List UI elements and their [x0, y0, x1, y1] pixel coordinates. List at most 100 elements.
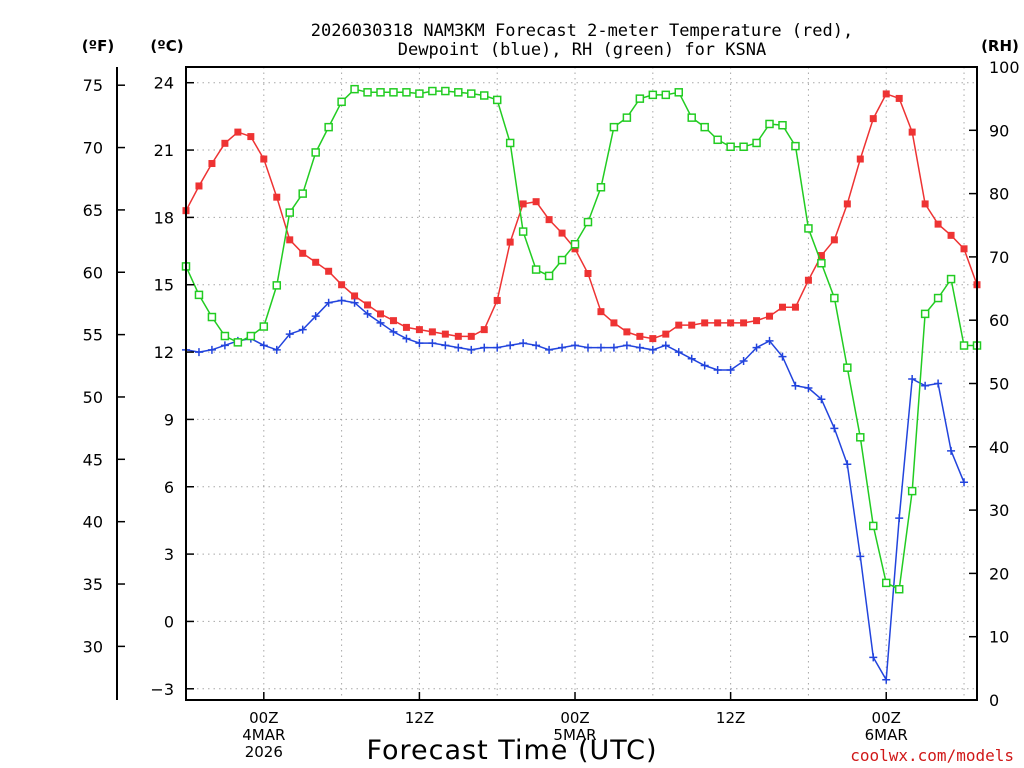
dewpoint-point [571, 341, 580, 350]
temperature-point [584, 270, 592, 278]
dewpoint-point [428, 339, 437, 348]
dewpoint-point [648, 345, 657, 354]
dewpoint-point [363, 309, 372, 318]
dewpoint-point [947, 446, 956, 455]
temperature-point [247, 133, 255, 141]
rh-point [661, 90, 671, 100]
celsius-tick-label: −3 [150, 680, 174, 699]
temperature-point [415, 326, 423, 334]
temperature-point [221, 139, 229, 147]
dewpoint-point [817, 395, 826, 404]
rh-point [544, 271, 554, 281]
dewpoint-point [830, 424, 839, 433]
rh-point [920, 309, 930, 319]
rh-point [207, 312, 217, 322]
dewpoint-point [467, 345, 476, 354]
temperature-point [389, 317, 397, 325]
temperature-point [480, 326, 488, 334]
rh-point [350, 84, 359, 94]
fahrenheit-tick-label: 55 [83, 326, 103, 345]
rh-point [285, 208, 294, 217]
dewpoint-point [700, 361, 709, 370]
temperature-point [441, 330, 449, 338]
rh-point [739, 142, 748, 152]
dewpoint-point [726, 366, 735, 375]
temperature-point [727, 319, 735, 327]
rh-point [415, 89, 424, 98]
dewpoint-point [545, 345, 554, 354]
rh-point [298, 189, 307, 198]
rh-point [583, 217, 593, 227]
rh-point [467, 89, 476, 98]
x-tick-label: 4MAR [242, 726, 285, 744]
temperature-point [532, 198, 540, 206]
temperature-point [662, 330, 670, 338]
x-tick-label: 6MAR [865, 726, 908, 744]
temperature-point [778, 303, 786, 311]
rh-point [531, 265, 541, 274]
dewpoint-point [311, 312, 320, 321]
rh-point [869, 521, 878, 531]
chart-title-line-1: 2026030318 NAM3KM Forecast 2-meter Tempe… [311, 21, 853, 41]
rh-point [946, 274, 956, 284]
temperature-point [234, 128, 242, 136]
temperature-point [701, 319, 709, 327]
dewpoint-point [765, 336, 774, 345]
temperature-point [428, 328, 436, 336]
temperature-point [843, 200, 851, 208]
rh-point [752, 138, 761, 148]
dewpoint-point [674, 348, 683, 357]
rh-point [376, 88, 385, 97]
rh-unit-label: (RH) [981, 37, 1019, 55]
rh-point [843, 363, 852, 372]
dewpoint-point [207, 345, 216, 354]
rh-point [194, 290, 204, 300]
fahrenheit-tick-label: 45 [83, 450, 103, 469]
temperature-point [688, 321, 696, 329]
celsius-tick-label: 24 [154, 74, 174, 93]
fahrenheit-tick-label: 60 [83, 263, 103, 282]
rh-point [454, 88, 463, 97]
dewpoint-point [441, 341, 450, 350]
dewpoint-point [532, 341, 541, 350]
temperature-point [895, 94, 903, 102]
dewpoint-point [739, 357, 748, 366]
rh-point [557, 255, 567, 265]
rh-point [337, 97, 346, 107]
temperature-point [610, 319, 618, 327]
temperature-point [545, 216, 553, 224]
dewpoint-point [220, 341, 229, 350]
temperature-point [260, 155, 268, 163]
x-tick-label: 2026 [245, 743, 283, 761]
dewpoint-point [519, 339, 528, 348]
rh-point [830, 293, 839, 303]
axis-ticks: 24211815129630−3757065605550454035301009… [83, 58, 1020, 761]
rh-point [259, 322, 269, 331]
temperature-point [856, 155, 864, 163]
temperature-series [182, 90, 981, 343]
rh-point [428, 86, 437, 96]
temperature-point [299, 249, 307, 257]
dewpoint-point [791, 381, 800, 390]
rh-point [492, 95, 502, 105]
temperature-point [791, 303, 799, 311]
dewpoint-point [583, 343, 592, 352]
rh-point [778, 120, 787, 130]
temperature-point [740, 319, 748, 327]
celsius-tick-label: 21 [154, 141, 174, 160]
temperature-point [817, 252, 825, 260]
rh-point [700, 122, 709, 132]
temperature-point [921, 200, 929, 208]
temperature-point [273, 193, 281, 201]
temperature-point [493, 296, 501, 304]
chart-title-line-2: Dewpoint (blue), RH (green) for KSNA [398, 40, 766, 60]
dewpoint-point [285, 330, 294, 339]
dewpoint-point [454, 343, 463, 352]
dewpoint-point [389, 327, 398, 336]
rh-point [765, 119, 774, 129]
temperature-point [519, 200, 527, 208]
temperature-point [960, 245, 968, 253]
temperature-point [351, 292, 359, 300]
rh-point [505, 138, 515, 148]
